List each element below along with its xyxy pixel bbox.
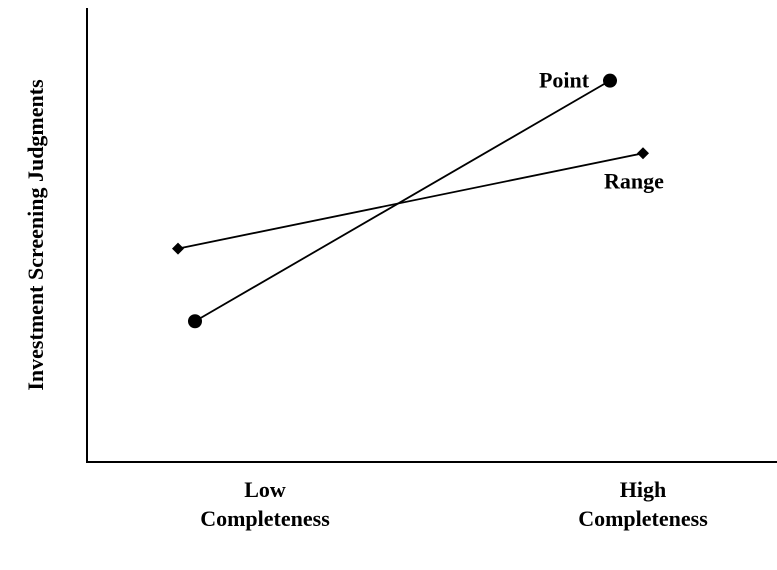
- series-line: [177, 152, 644, 250]
- series-label: Point: [539, 68, 590, 93]
- x-tick-label: High Completeness: [578, 477, 708, 531]
- series-line: [194, 79, 611, 323]
- series-label: Range: [604, 168, 664, 193]
- diamond-marker: [637, 147, 649, 160]
- point-marker: [188, 314, 202, 329]
- point-marker: [603, 73, 617, 88]
- x-tick-label: Low Completeness: [200, 477, 330, 531]
- y-axis-label: Investment Screening Judgments: [23, 79, 48, 391]
- diamond-marker: [172, 242, 184, 255]
